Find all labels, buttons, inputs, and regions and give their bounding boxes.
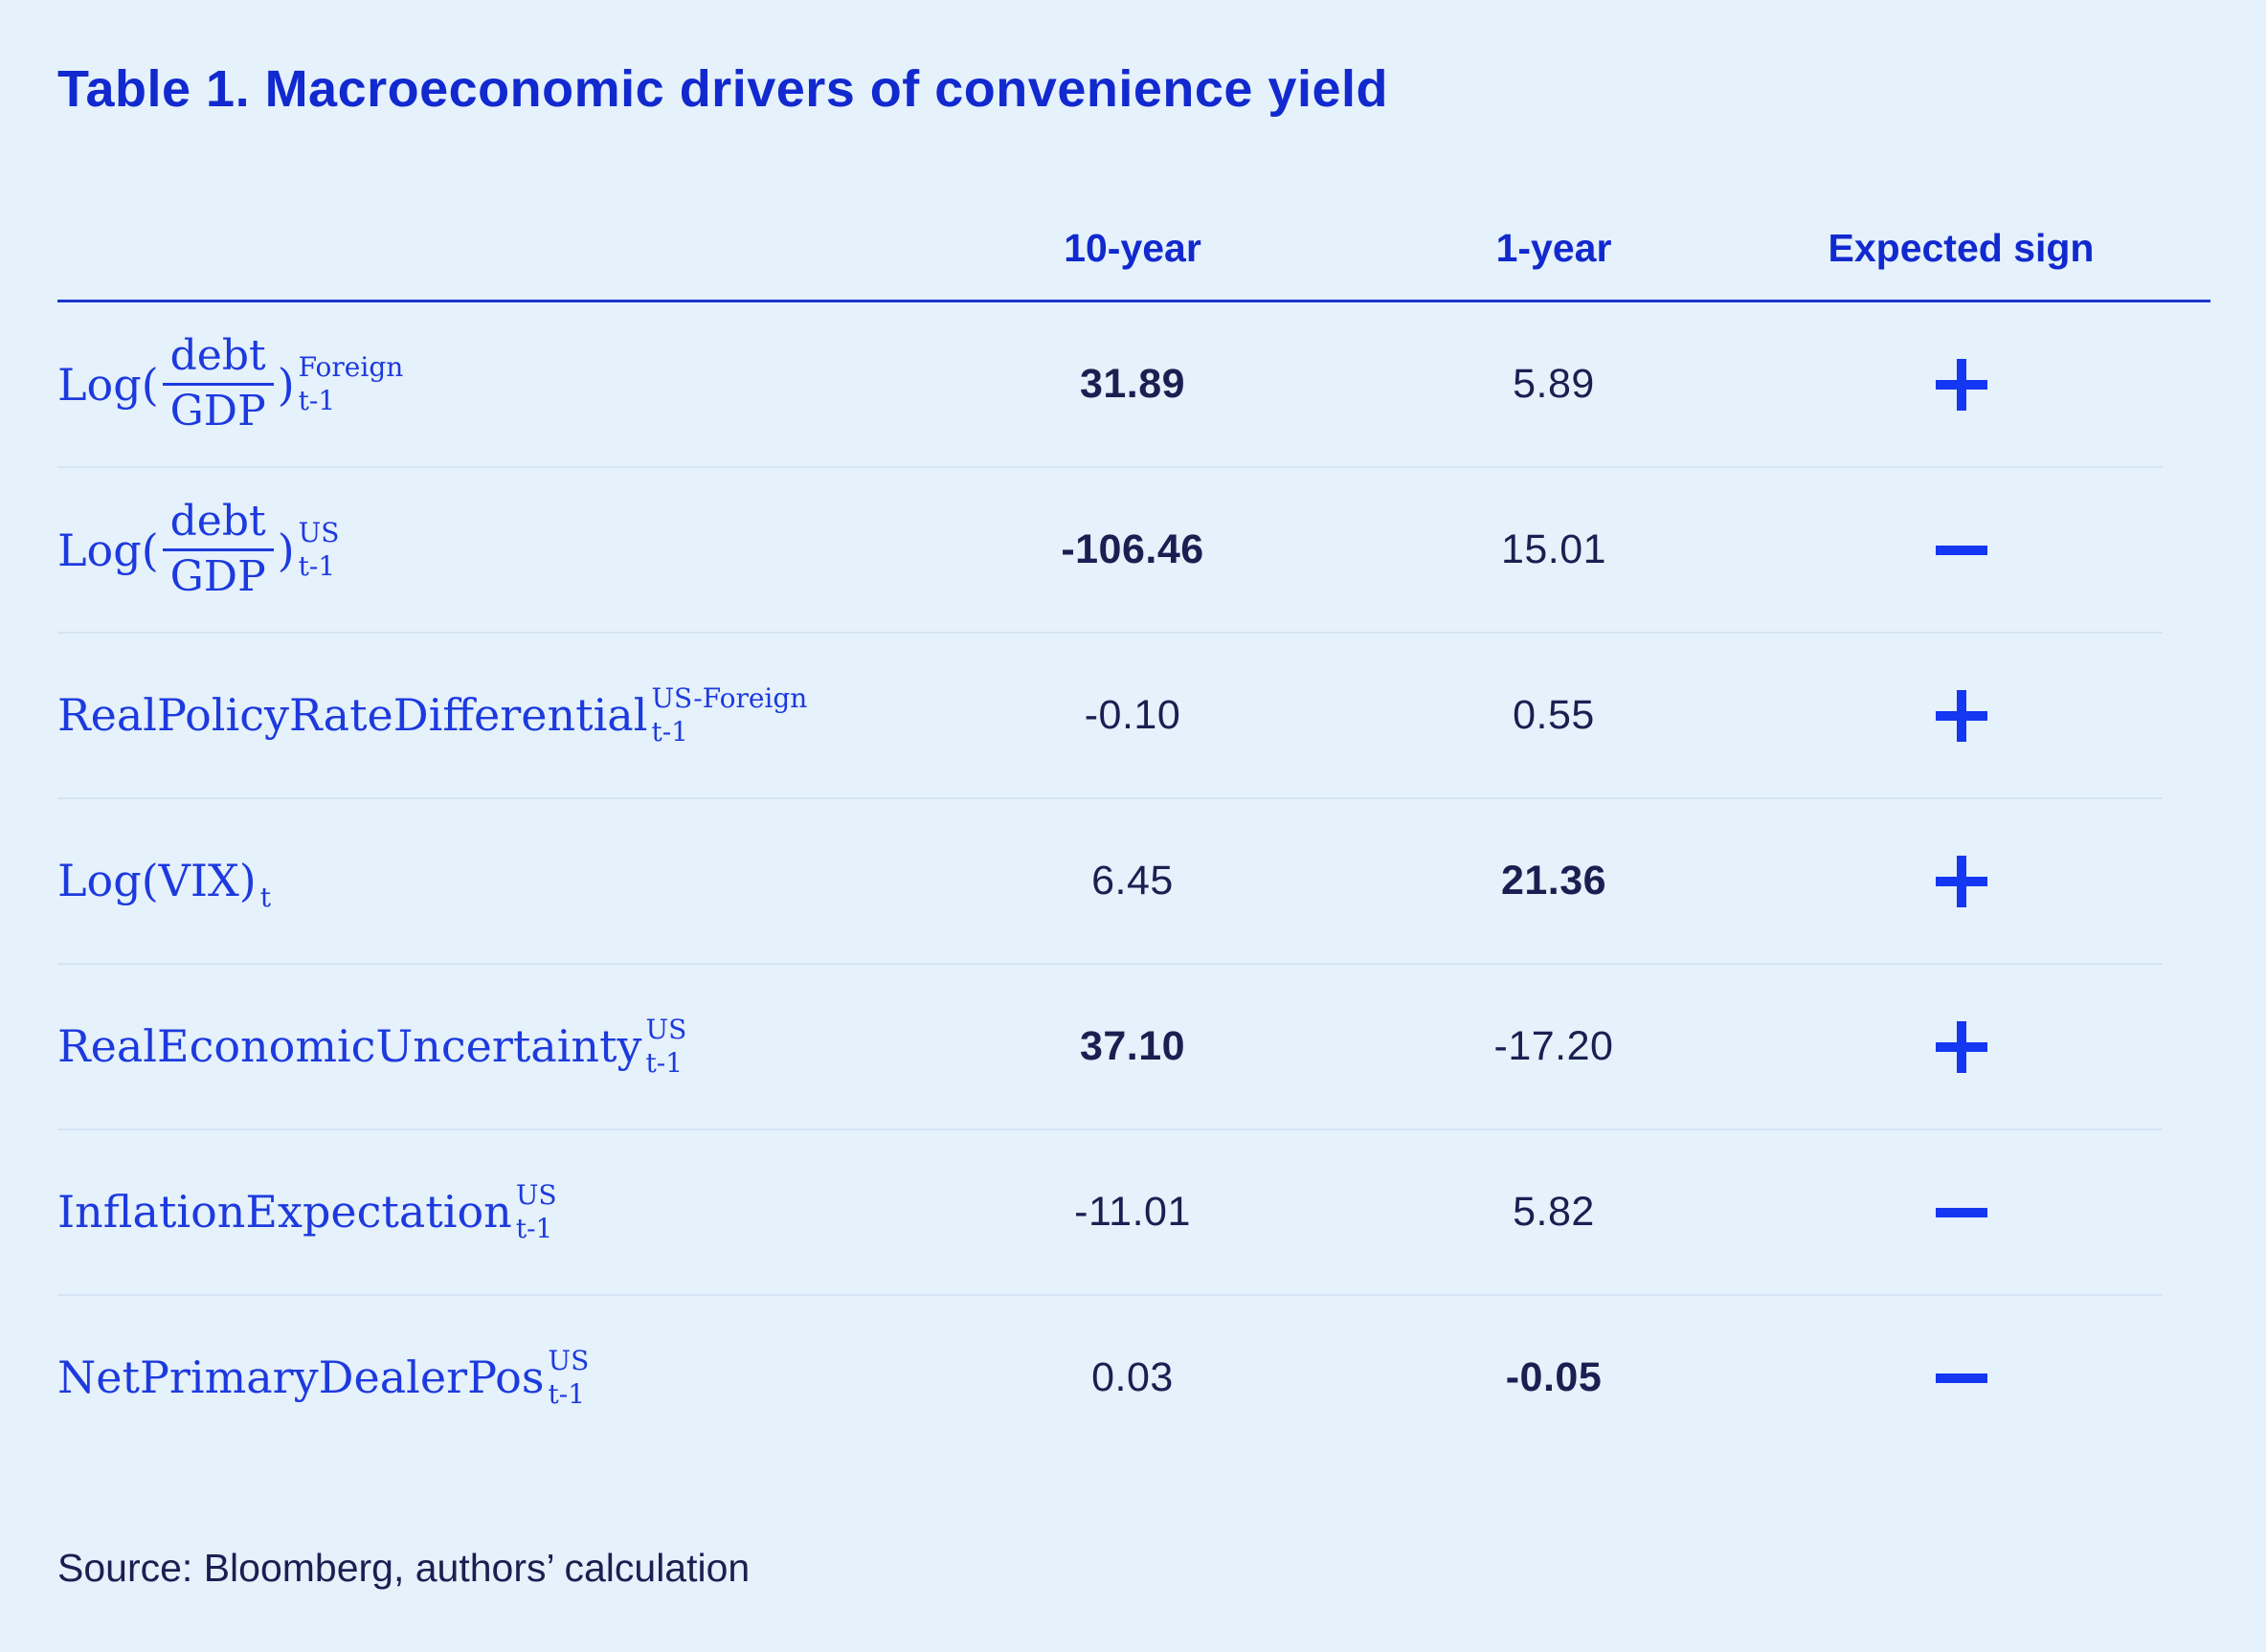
fraction-numerator: debt bbox=[162, 498, 274, 551]
value-1-year: 21.36 bbox=[1500, 858, 1607, 904]
fraction: debt GDP bbox=[162, 498, 274, 601]
table-row: RealEconomicUncertainty US t-1 37.10 -17… bbox=[57, 965, 2163, 1130]
value-1-year: 5.82 bbox=[1513, 1189, 1595, 1235]
plus-sign-icon bbox=[1935, 1020, 1987, 1073]
subscript: t-1 bbox=[651, 716, 688, 748]
subscript: t-1 bbox=[298, 385, 336, 417]
variable-label-text: NetPrimaryDealerPos bbox=[57, 1351, 545, 1404]
variable-label: RealPolicyRateDifferential US-Foreign t-… bbox=[57, 682, 917, 748]
superscript-subscript: US t-1 bbox=[516, 1179, 557, 1244]
superscript: US bbox=[645, 1014, 687, 1046]
column-header-1-year: 1-year bbox=[1495, 226, 1612, 270]
minus-sign-icon bbox=[1935, 1373, 1987, 1383]
superscript-subscript: t bbox=[260, 848, 271, 913]
expected-sign-cell bbox=[1760, 358, 2163, 411]
expected-sign-cell bbox=[1760, 1373, 2163, 1383]
value-10-year: 0.03 bbox=[1091, 1354, 1174, 1400]
variable-label-text: Log(VIX) bbox=[57, 855, 257, 907]
table-row: Log(VIX) t 6.45 21.36 bbox=[57, 799, 2163, 965]
superscript-subscript: US t-1 bbox=[548, 1345, 589, 1410]
value-10-year: 6.45 bbox=[1091, 858, 1174, 904]
minus-sign-icon bbox=[1935, 1207, 1987, 1217]
subscript: t-1 bbox=[548, 1378, 586, 1411]
minus-sign-icon bbox=[1935, 545, 1987, 555]
superscript: US bbox=[515, 1179, 557, 1212]
superscript-subscript: US t-1 bbox=[299, 517, 340, 582]
value-10-year: -11.01 bbox=[1074, 1189, 1191, 1235]
value-10-year: -106.46 bbox=[1061, 526, 1204, 572]
table-row: Log( debt GDP ) Foreign t-1 31.89 5.89 bbox=[57, 302, 2163, 468]
variable-label: Log( debt GDP ) Foreign t-1 bbox=[57, 332, 917, 435]
column-header-expected-sign: Expected sign bbox=[1828, 226, 2095, 270]
fraction: debt GDP bbox=[162, 332, 274, 435]
subscript: t-1 bbox=[298, 550, 336, 583]
variable-label: Log( debt GDP ) US t-1 bbox=[57, 498, 917, 601]
fraction-numerator: debt bbox=[162, 332, 274, 386]
variable-label-prefix: Log( bbox=[57, 524, 159, 576]
superscript: Foreign bbox=[298, 351, 404, 384]
variable-label: RealEconomicUncertainty US t-1 bbox=[57, 1014, 917, 1079]
source-note: Source: Bloomberg, authors’ calculation bbox=[57, 1546, 751, 1590]
variable-label: Log(VIX) t bbox=[57, 848, 917, 913]
table-row: NetPrimaryDealerPos US t-1 0.03 -0.05 bbox=[57, 1296, 2163, 1460]
superscript-subscript: US t-1 bbox=[646, 1014, 687, 1079]
expected-sign-cell bbox=[1760, 1207, 2163, 1217]
value-1-year: -17.20 bbox=[1493, 1023, 1614, 1069]
superscript: US bbox=[548, 1345, 590, 1377]
subscript: t bbox=[259, 882, 271, 914]
variable-label-close-paren: ) bbox=[277, 358, 295, 411]
value-1-year: -0.05 bbox=[1505, 1354, 1603, 1400]
table-title: Table 1. Macroeconomic drivers of conven… bbox=[57, 60, 1388, 118]
header-rule bbox=[57, 300, 2210, 302]
superscript-subscript: Foreign t-1 bbox=[299, 351, 404, 416]
variable-label-text: RealPolicyRateDifferential bbox=[57, 689, 648, 742]
table-header-row: 10-year 1-year Expected sign bbox=[57, 226, 2210, 271]
expected-sign-cell bbox=[1760, 689, 2163, 742]
variable-label-prefix: Log( bbox=[57, 358, 159, 411]
plus-sign-icon bbox=[1935, 358, 1987, 411]
value-10-year: 37.10 bbox=[1079, 1023, 1186, 1069]
variable-label-close-paren: ) bbox=[277, 524, 295, 576]
variable-label: NetPrimaryDealerPos US t-1 bbox=[57, 1345, 917, 1410]
variable-label-text: RealEconomicUncertainty bbox=[57, 1020, 642, 1073]
expected-sign-cell bbox=[1760, 545, 2163, 555]
value-10-year: -0.10 bbox=[1084, 692, 1181, 738]
fraction-denominator: GDP bbox=[169, 387, 266, 435]
plus-sign-icon bbox=[1935, 689, 1987, 742]
table-row: RealPolicyRateDifferential US-Foreign t-… bbox=[57, 634, 2163, 799]
plus-sign-icon bbox=[1935, 855, 1987, 907]
table-body: Log( debt GDP ) Foreign t-1 31.89 5.89 L… bbox=[57, 302, 2163, 1460]
value-10-year: 31.89 bbox=[1079, 361, 1186, 407]
value-1-year: 0.55 bbox=[1513, 692, 1595, 738]
fraction-denominator: GDP bbox=[169, 552, 266, 601]
subscript: t-1 bbox=[645, 1047, 684, 1080]
variable-label-text: InflationExpectation bbox=[57, 1186, 512, 1239]
column-header-10-year: 10-year bbox=[1064, 226, 1201, 270]
superscript-subscript: US-Foreign t-1 bbox=[651, 682, 807, 748]
subscript: t-1 bbox=[515, 1213, 553, 1245]
value-1-year: 5.89 bbox=[1513, 361, 1595, 407]
value-1-year: 15.01 bbox=[1500, 526, 1607, 572]
expected-sign-cell bbox=[1760, 855, 2163, 907]
table-row: InflationExpectation US t-1 -11.01 5.82 bbox=[57, 1130, 2163, 1296]
expected-sign-cell bbox=[1760, 1020, 2163, 1073]
table-row: Log( debt GDP ) US t-1 -106.46 15.01 bbox=[57, 468, 2163, 634]
superscript: US-Foreign bbox=[651, 682, 808, 715]
variable-label: InflationExpectation US t-1 bbox=[57, 1179, 917, 1244]
superscript: US bbox=[298, 517, 340, 549]
